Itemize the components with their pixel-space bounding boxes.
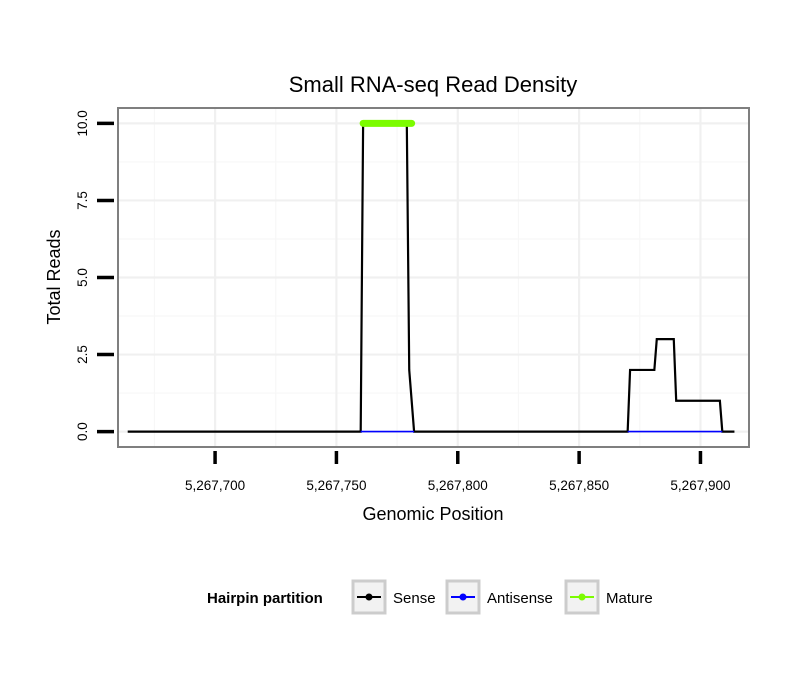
x-tick-label: 5,267,900 — [670, 478, 730, 493]
y-tick-label: 7.5 — [75, 191, 90, 210]
y-axis-title: Total Reads — [44, 229, 64, 324]
legend-label-mature: Mature — [606, 590, 653, 607]
y-tick-label: 10.0 — [75, 110, 90, 136]
legend-point-antisense — [459, 593, 467, 601]
x-tick-label: 5,267,850 — [549, 478, 609, 493]
axis-ticks: 5,267,700 5,267,750 5,267,800 5,267,850 5,26… — [75, 110, 730, 493]
legend-point-mature — [578, 593, 586, 601]
legend-label-sense: Sense — [393, 590, 436, 607]
legend: Hairpin partition Sense Antisense Mature — [207, 579, 653, 615]
legend-label-antisense: Antisense — [487, 590, 553, 607]
x-tick-label: 5,267,700 — [185, 478, 245, 493]
legend-title: Hairpin partition — [207, 590, 323, 607]
chart-title: Small RNA-seq Read Density — [289, 72, 578, 97]
legend-point-sense — [365, 593, 373, 601]
series-layer — [127, 119, 735, 433]
legend-item-antisense: Antisense — [445, 579, 553, 615]
legend-item-sense: Sense — [351, 579, 436, 615]
y-tick-label: 5.0 — [75, 268, 90, 287]
y-tick-label: 2.5 — [75, 345, 90, 364]
grid — [118, 108, 749, 447]
x-tick-label: 5,267,800 — [428, 478, 488, 493]
x-axis-title: Genomic Position — [362, 504, 503, 524]
x-tick-label: 5,267,750 — [306, 478, 366, 493]
plot-panel — [117, 107, 750, 448]
legend-item-mature: Mature — [564, 579, 653, 615]
y-tick-label: 0.0 — [75, 422, 90, 441]
